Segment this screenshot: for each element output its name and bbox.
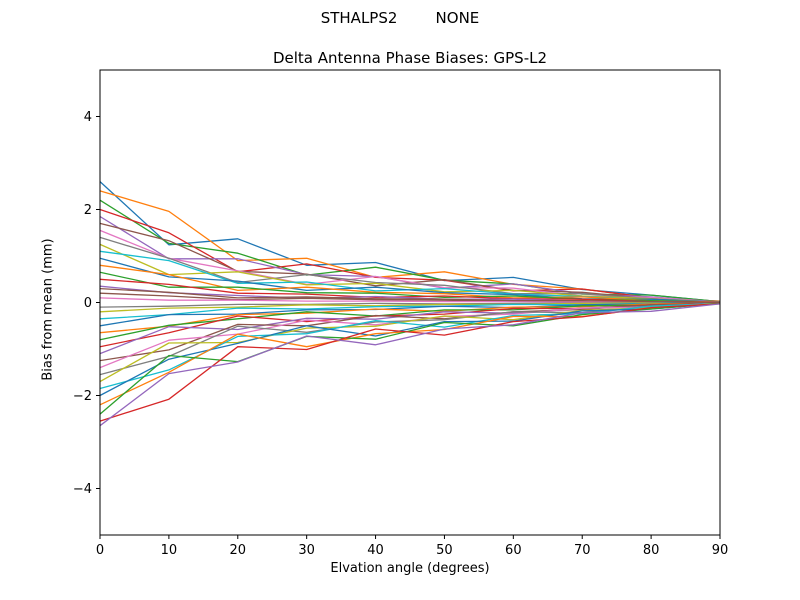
x-tick-label: 60 <box>505 543 522 558</box>
x-tick-label: 0 <box>96 543 104 558</box>
y-tick-label: 4 <box>84 110 92 125</box>
series-line-sv06 <box>99 222 721 303</box>
series-line-sv08 <box>99 236 721 303</box>
series-line-sv36 <box>99 287 721 304</box>
series-line-sv03 <box>99 199 721 303</box>
y-tick-label: 2 <box>84 203 92 218</box>
y-tick-label: −2 <box>73 389 92 404</box>
y-tick-label: −4 <box>73 482 92 497</box>
series-line-sv12 <box>99 264 721 303</box>
series-line-sv01 <box>99 181 721 303</box>
x-tick-label: 10 <box>161 543 178 558</box>
series-line-sv29 <box>99 302 721 383</box>
series-line-sv35 <box>99 303 721 427</box>
figure-suptitle: STHALPS2 NONE <box>320 9 480 27</box>
series-line-sv04 <box>99 208 721 303</box>
series-line-sv19 <box>99 301 721 313</box>
y-axis-label: Bias from mean (mm) <box>40 238 56 381</box>
series-line-sv23 <box>99 302 721 341</box>
series-line-sv21 <box>99 301 721 327</box>
x-tick-label: 20 <box>230 543 247 558</box>
x-axis-label: Elvation angle (degrees) <box>330 561 490 576</box>
x-tick-label: 80 <box>643 543 660 558</box>
x-tick-label: 30 <box>298 543 315 558</box>
series-line-sv17 <box>99 297 721 304</box>
series-line-sv09 <box>99 243 721 303</box>
plot-axes: 0 10 20 30 40 50 60 70 80 90 −4 −2 0 2 4 <box>73 69 729 558</box>
series-line-sv31 <box>99 302 721 397</box>
x-tick-label: 40 <box>367 543 384 558</box>
x-tick-label: 70 <box>574 543 591 558</box>
x-tick-label: 90 <box>712 543 729 558</box>
series-line-sv14 <box>99 278 721 303</box>
x-tick-label: 50 <box>436 543 453 558</box>
y-tick-label: 0 <box>84 296 92 311</box>
plot-lines <box>99 181 721 427</box>
axes-title: Delta Antenna Phase Biases: GPS-L2 <box>272 49 548 67</box>
